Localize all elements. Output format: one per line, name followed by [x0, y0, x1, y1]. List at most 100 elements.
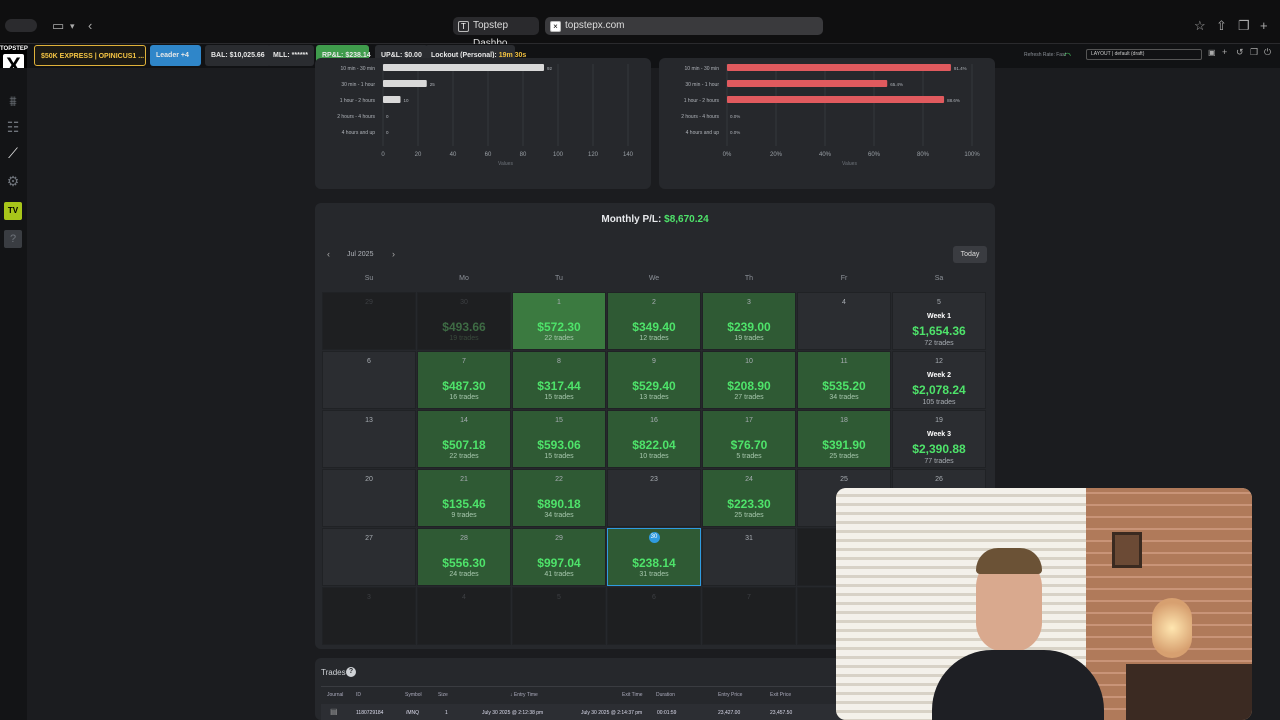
data-label: 65.4%	[890, 82, 903, 87]
trade-id: 1180729184	[356, 710, 384, 716]
calendar-day-cell[interactable]: 29	[322, 292, 416, 350]
calendar-day-cell[interactable]: 1 $572.30 22 trades	[512, 292, 606, 350]
calendar-day-cell[interactable]: 7	[702, 587, 796, 645]
app-toolbar: $50K EXPRESS | OPINICUS1 ... Leader +4 B…	[0, 44, 1280, 68]
day-pnl: $529.40	[632, 379, 676, 393]
calendar-day-cell[interactable]: 30 $493.66 19 trades	[417, 292, 511, 350]
users-icon[interactable]: ☷	[6, 119, 20, 135]
calendar-day-cell[interactable]: 8 $317.44 15 trades	[512, 351, 606, 409]
calendar-day-cell[interactable]: 30 $238.14 31 trades	[607, 528, 701, 586]
share-icon[interactable]: ⇧	[1216, 18, 1227, 33]
calendar-day-cell[interactable]: 6	[322, 351, 416, 409]
calendar-day-cell[interactable]: 10 $208.90 27 trades	[702, 351, 796, 409]
star-icon[interactable]: ☆	[1194, 18, 1206, 33]
day-trades: 24 trades	[449, 571, 479, 578]
day-pnl: $239.00	[727, 320, 771, 334]
save-icon[interactable]: ▣	[1208, 48, 1216, 57]
power-icon[interactable]: ⏻	[1264, 47, 1272, 57]
calendar-day-cell[interactable]: 6	[607, 587, 701, 645]
webcam-overlay	[836, 488, 1252, 720]
calendar-day-cell[interactable]: 15 $593.06 15 trades	[512, 410, 606, 468]
chart-icon[interactable]: ⩩	[9, 93, 17, 109]
calendar-day-cell[interactable]: 2 $349.40 12 trades	[607, 292, 701, 350]
calendar-day-cell[interactable]: 29 $997.04 41 trades	[512, 528, 606, 586]
monthly-pl-title: Monthly P/L: $8,670.24	[315, 214, 995, 225]
calendar-day-cell[interactable]: 4	[797, 292, 891, 350]
column-header[interactable]: Duration	[656, 692, 675, 698]
today-button[interactable]: Today	[953, 246, 987, 263]
next-month-icon[interactable]: ›	[392, 249, 395, 259]
stats-icon[interactable]: ⟋	[8, 145, 18, 161]
calendar-day-cell[interactable]: 31	[702, 528, 796, 586]
refresh-rate[interactable]: Refresh Rate: Fast	[1024, 52, 1066, 58]
account-select[interactable]: $50K EXPRESS | OPINICUS1 ...	[34, 45, 146, 66]
column-header[interactable]: Exit Time	[622, 692, 643, 698]
column-header[interactable]: Size	[438, 692, 448, 698]
day-number: 1	[557, 299, 561, 306]
address-bar[interactable]: × topstepx.com	[545, 17, 823, 35]
calendar-day-cell[interactable]: 28 $556.30 24 trades	[417, 528, 511, 586]
undo-icon[interactable]: ↺	[1236, 47, 1244, 57]
column-header[interactable]: ID	[356, 692, 361, 698]
weekday-label: Su	[364, 275, 374, 282]
tab-dashboard[interactable]: T Topstep Dashbo...	[453, 17, 539, 49]
calendar-day-cell[interactable]: 17 $76.70 5 trades	[702, 410, 796, 468]
calendar-day-cell[interactable]: 13	[322, 410, 416, 468]
calendar-day-cell[interactable]: 16 $822.04 10 trades	[607, 410, 701, 468]
column-header[interactable]: Entry Price	[718, 692, 743, 698]
balance-badge: BAL: $10,025.66	[205, 45, 271, 66]
calendar-day-cell[interactable]: 5	[512, 587, 606, 645]
y-tick-label: 10 min - 30 min	[685, 66, 720, 72]
calendar-day-cell[interactable]: 7 $487.30 16 trades	[417, 351, 511, 409]
window-icon[interactable]: ❐	[1250, 47, 1259, 57]
chevron-down-icon[interactable]: ▾	[70, 21, 75, 31]
weekday-label: We	[648, 275, 660, 282]
x-tick-label: 80	[520, 152, 527, 158]
calendar-day-cell[interactable]: 27	[322, 528, 416, 586]
tv-live-icon[interactable]: TV	[4, 202, 22, 220]
day-number: 6	[652, 594, 656, 601]
sidebar-toggle-icon[interactable]: ▭	[52, 18, 65, 33]
day-pnl: $535.20	[822, 379, 866, 393]
table-row[interactable]	[321, 704, 995, 720]
day-pnl: $997.04	[537, 556, 581, 570]
calendar-day-cell[interactable]: 4	[417, 587, 511, 645]
gear-icon[interactable]: ⚙	[6, 173, 20, 189]
calendar-day-cell[interactable]: 3	[322, 587, 416, 645]
layout-select[interactable]: LAYOUT | default (draft)	[1086, 49, 1202, 60]
calendar-day-cell[interactable]: 11 $535.20 34 trades	[797, 351, 891, 409]
tabs-icon[interactable]: ❐	[1238, 18, 1250, 33]
y-tick-label: 2 hours - 4 hours	[681, 114, 719, 120]
calendar-day-cell[interactable]: 14 $507.18 22 trades	[417, 410, 511, 468]
calendar-day-cell[interactable]: 3 $239.00 19 trades	[702, 292, 796, 350]
calendar-day-cell[interactable]: 23	[607, 469, 701, 527]
x-tick-label: 100	[553, 152, 564, 158]
column-header[interactable]: Journal	[327, 692, 344, 698]
calendar-day-cell[interactable]: 22 $890.18 34 trades	[512, 469, 606, 527]
column-header[interactable]: Exit Price	[770, 692, 792, 698]
prev-month-icon[interactable]: ‹	[327, 249, 330, 259]
monthly-pl-label: Monthly P/L:	[601, 214, 662, 225]
journal-icon[interactable]: ▤	[330, 707, 338, 716]
x-tick-label: 40%	[819, 152, 832, 158]
weekday-label: Sa	[934, 275, 944, 282]
duration-winrate-chart: 0% 20% 40% 60% 80% 100% Values 10 min - 30 min 9…	[681, 64, 980, 167]
calendar-day-cell[interactable]: 21 $135.46 9 trades	[417, 469, 511, 527]
trades-title: Trades	[321, 668, 346, 677]
calendar-day-cell[interactable]: 24 $223.30 25 trades	[702, 469, 796, 527]
add-icon[interactable]: +	[1222, 47, 1228, 57]
y-tick-label: 4 hours and up	[342, 130, 376, 136]
leader-button[interactable]: Leader +4	[150, 45, 201, 66]
trade-symbol: /MNQ	[406, 710, 420, 716]
help-icon[interactable]: ?	[346, 667, 356, 677]
calendar-day-cell[interactable]: 9 $529.40 13 trades	[607, 351, 701, 409]
calendar-day-cell[interactable]: 20	[322, 469, 416, 527]
help-icon[interactable]: ?	[4, 230, 22, 248]
new-tab-icon[interactable]: +	[1260, 18, 1268, 33]
x-tick-label: 60%	[868, 152, 881, 158]
column-header[interactable]: Symbol	[405, 692, 422, 698]
window-controls[interactable]	[5, 19, 37, 32]
calendar-day-cell[interactable]: 18 $391.90 25 trades	[797, 410, 891, 468]
column-header[interactable]: ↓ Entry Time	[510, 692, 538, 698]
back-icon[interactable]: ‹	[88, 18, 93, 33]
